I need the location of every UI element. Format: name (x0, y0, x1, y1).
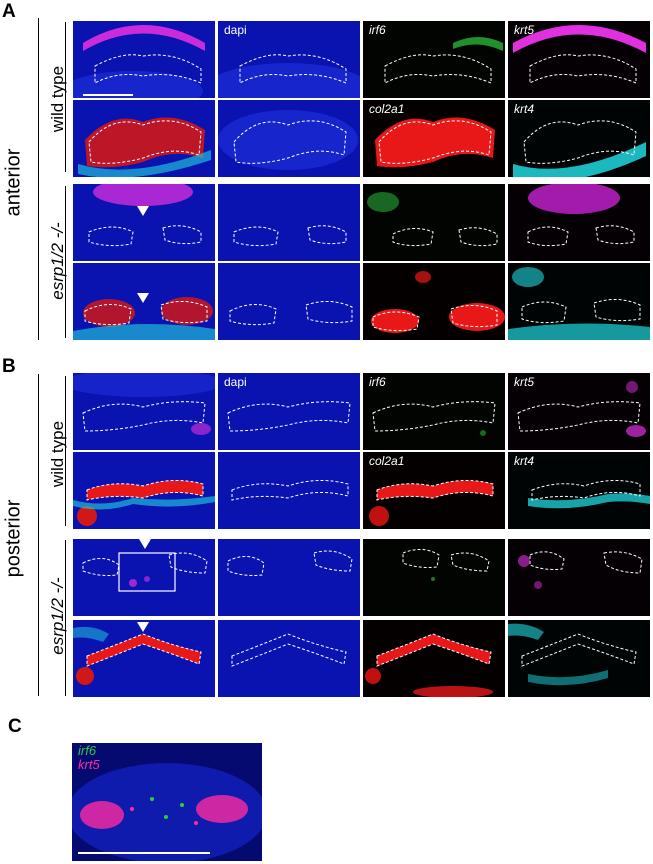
b-mut-krt5 (508, 539, 650, 616)
b-mut-col2a1 (363, 620, 505, 697)
b-wt-merge-1 (73, 373, 215, 450)
krt4-channel-label-b: krt4 (514, 454, 535, 468)
c-inset-merge: irf6 krt5 (72, 743, 262, 861)
a-wt-krt5: krt5 (508, 21, 650, 98)
a-wt-col2a1: col2a1 (363, 100, 505, 177)
inset-krt5-label: krt5 (78, 757, 100, 772)
irf6-channel-label: irf6 (369, 23, 386, 37)
col2a1-channel-label: col2a1 (369, 102, 405, 116)
panel-letter-b: B (2, 356, 16, 377)
a-wt-merge-1 (73, 21, 215, 98)
b-mut-irf6 (363, 539, 505, 616)
posterior-label: posterior (2, 499, 25, 578)
inset-irf6-label: irf6 (78, 743, 97, 758)
posterior-mut-bracket (65, 540, 66, 696)
b-wt-dapi-2 (218, 452, 360, 529)
a-wt-dapi-2 (218, 100, 360, 177)
irf6-channel-label-b: irf6 (369, 375, 386, 389)
b-mut-krt4 (508, 620, 650, 697)
b-mut-dapi-2 (218, 620, 360, 697)
b-mut-dapi-1 (218, 539, 360, 616)
panel-letter-c: C (8, 716, 22, 737)
b-wt-merge-2 (73, 452, 215, 529)
krt5-channel-label: krt5 (514, 23, 535, 37)
a-mut-merge-1 (73, 184, 215, 261)
krt5-channel-label-b: krt5 (514, 375, 535, 389)
col2a1-channel-label-b: col2a1 (369, 454, 405, 468)
a-mut-dapi-1 (218, 184, 360, 261)
b-wt-col2a1: col2a1 (363, 452, 505, 529)
anterior-bracket (38, 18, 39, 340)
dapi-channel-label-b: dapi (224, 375, 247, 389)
a-wt-irf6: irf6 (363, 21, 505, 98)
b-mut-merge-1 (73, 539, 215, 616)
anterior-mut-bracket (65, 186, 66, 338)
krt4-channel-label: krt4 (514, 102, 535, 116)
a-mut-krt4 (508, 263, 650, 340)
a-mut-col2a1 (363, 263, 505, 340)
a-mut-krt5 (508, 184, 650, 261)
posterior-bracket (38, 374, 39, 696)
b-mut-merge-2 (73, 620, 215, 697)
a-wt-krt4: krt4 (508, 100, 650, 177)
posterior-wt-bracket (65, 376, 66, 526)
a-mut-dapi-2 (218, 263, 360, 340)
a-wt-merge-2 (73, 100, 215, 177)
anterior-label: anterior (2, 148, 25, 217)
a-mut-irf6 (363, 184, 505, 261)
b-wt-krt4: krt4 (508, 452, 650, 529)
anterior-wt-bracket (65, 22, 66, 172)
a-mut-merge-2 (73, 263, 215, 340)
a-wt-dapi-1: dapi (218, 21, 360, 98)
panel-letter-a: A (2, 1, 16, 22)
dapi-channel-label: dapi (224, 23, 247, 37)
b-wt-krt5: krt5 (508, 373, 650, 450)
b-wt-dapi-1: dapi (218, 373, 360, 450)
b-wt-irf6: irf6 (363, 373, 505, 450)
